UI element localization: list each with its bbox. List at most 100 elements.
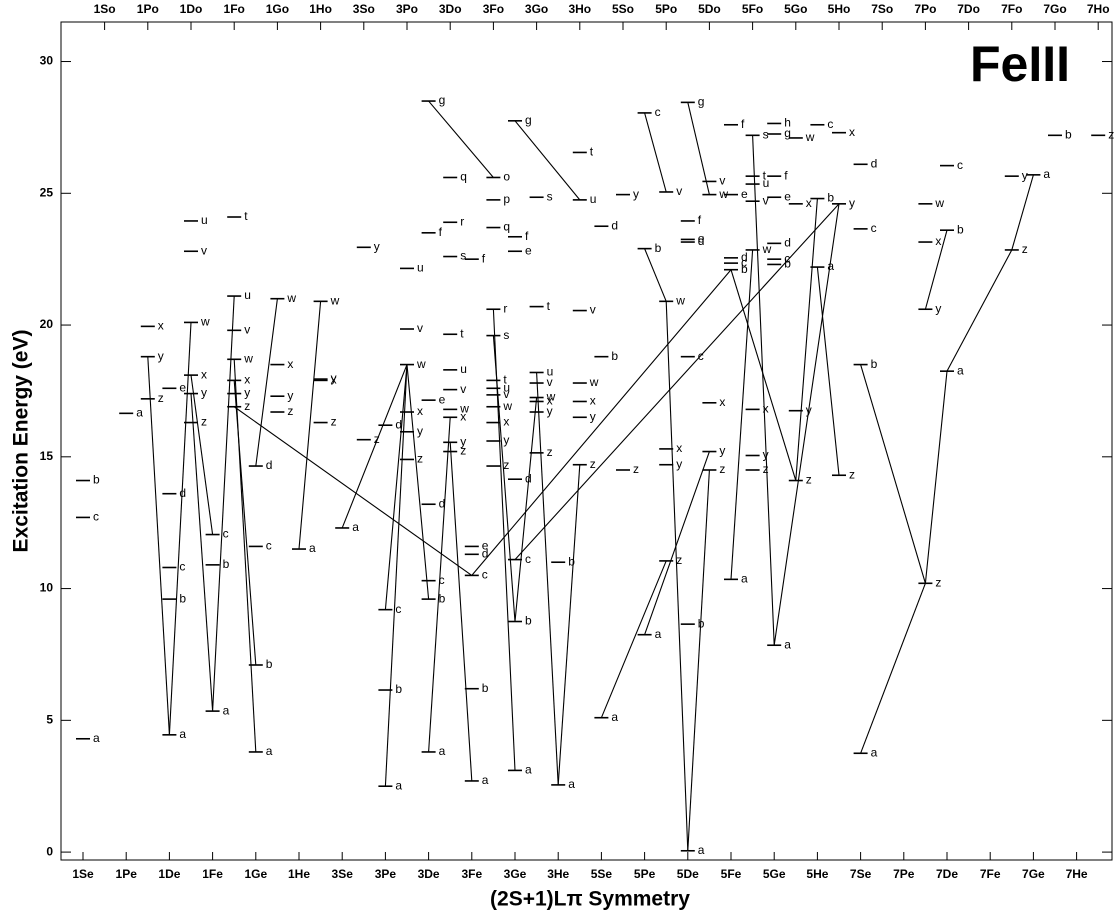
transition — [773, 203, 840, 646]
level-label: z — [417, 452, 423, 466]
level-label: z — [503, 458, 509, 472]
transition — [406, 364, 430, 600]
top-tick-label: 1Ho — [309, 2, 332, 16]
level-label: a — [179, 727, 186, 741]
transition — [730, 249, 754, 580]
level-label: g — [525, 113, 532, 127]
level-label: y — [676, 457, 682, 471]
level-label: t — [547, 299, 551, 313]
top-tick-label: 7Ho — [1087, 2, 1110, 16]
level-label: x — [849, 125, 855, 139]
level-label: x — [460, 409, 466, 423]
level-label: a — [93, 731, 100, 745]
transition — [212, 296, 235, 712]
x-axis-label: (2S+1)Lπ Symmetry — [490, 888, 690, 911]
level-label: y — [806, 403, 812, 417]
transition — [190, 375, 214, 535]
level-label: a — [655, 627, 662, 641]
level-label: w — [589, 375, 599, 389]
level-label: u — [460, 362, 467, 376]
x-tick-label: 7Pe — [893, 867, 915, 881]
level-label: x — [806, 196, 812, 210]
transition — [557, 464, 581, 785]
level-label: s — [763, 127, 769, 141]
level-label: z — [460, 444, 466, 458]
transition — [795, 198, 818, 481]
transition — [752, 135, 775, 646]
level-label: y — [158, 349, 164, 363]
top-tick-label: 1Go — [266, 2, 289, 16]
level-label: v — [719, 174, 725, 188]
level-label: s — [547, 189, 553, 203]
transition — [644, 451, 710, 635]
x-tick-label: 3He — [547, 867, 569, 881]
transition — [536, 372, 559, 785]
level-label: z — [806, 473, 812, 487]
level-label: a — [482, 773, 489, 787]
transition — [816, 267, 840, 476]
level-label: y — [201, 386, 207, 400]
level-label: v — [763, 193, 769, 207]
transition — [514, 397, 538, 622]
top-tick-label: 5Do — [698, 2, 721, 16]
top-tick-label: 7Go — [1043, 2, 1066, 16]
transition — [471, 269, 732, 576]
transition — [514, 203, 840, 560]
top-tick-label: 3So — [353, 2, 375, 16]
level-label: w — [243, 351, 253, 365]
top-tick-label: 7So — [871, 2, 893, 16]
top-tick-label: 1Po — [137, 2, 159, 16]
level-label: y — [331, 371, 337, 385]
level-label: c — [827, 117, 833, 131]
level-label: d — [525, 471, 532, 485]
level-label: b — [482, 681, 489, 695]
x-tick-label: 1He — [288, 867, 310, 881]
transition — [860, 364, 926, 584]
level-label: c — [525, 552, 531, 566]
top-tick-label: 7Po — [914, 2, 936, 16]
level-label: d — [395, 417, 402, 431]
level-label: b — [655, 241, 662, 255]
level-label: w — [330, 294, 340, 308]
level-label: a — [223, 703, 230, 717]
level-label: a — [266, 744, 273, 758]
level-label: d — [741, 250, 748, 264]
level-label: z — [374, 432, 380, 446]
level-label: w — [502, 399, 512, 413]
level-label: w — [200, 315, 210, 329]
level-label: x — [287, 357, 293, 371]
x-tick-label: 7Se — [850, 867, 872, 881]
level-label: b — [93, 473, 100, 487]
x-tick-label: 7De — [936, 867, 958, 881]
top-tick-label: 7Do — [957, 2, 980, 16]
level-label: z — [1108, 127, 1114, 141]
transition — [190, 393, 214, 712]
plot-frame — [60, 21, 1113, 861]
level-label: y — [590, 409, 596, 423]
x-tick-label: 3De — [418, 867, 440, 881]
top-tick-label: 3Fo — [483, 2, 504, 16]
transition — [665, 301, 689, 851]
level-label: t — [763, 168, 767, 182]
level-label: y — [763, 448, 769, 462]
x-tick-label: 1Se — [72, 867, 94, 881]
y-tick-label: 10 — [40, 581, 54, 595]
level-label: y — [633, 187, 639, 201]
level-label: u — [590, 192, 597, 206]
level-label: a — [525, 763, 532, 777]
top-tick-label: 3Do — [439, 2, 462, 16]
level-label: h — [784, 116, 791, 130]
level-label: s — [503, 328, 509, 342]
y-tick-label: 5 — [46, 713, 53, 727]
level-label: a — [1043, 167, 1050, 181]
level-label: b — [871, 357, 878, 371]
level-label: a — [784, 637, 791, 651]
level-label: a — [611, 710, 618, 724]
level-label: b — [395, 682, 402, 696]
x-tick-label: 1Pe — [116, 867, 138, 881]
level-label: v — [676, 184, 682, 198]
level-label: e — [439, 392, 446, 406]
transition — [946, 249, 1013, 372]
level-label: g — [784, 126, 791, 140]
